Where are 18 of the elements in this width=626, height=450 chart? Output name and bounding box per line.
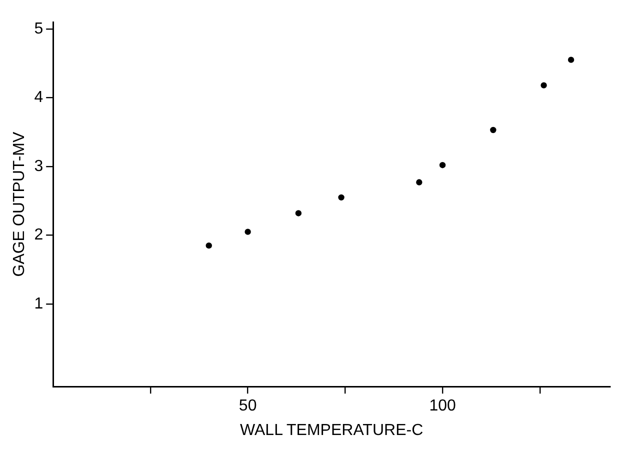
point bbox=[244, 228, 251, 235]
point bbox=[338, 194, 344, 201]
y-tick-label: 3 bbox=[34, 158, 44, 175]
y-tick-label: 4 bbox=[34, 89, 44, 106]
point bbox=[206, 242, 212, 249]
point bbox=[490, 126, 496, 134]
y-axis-title: GAGE OUTPUT-MV bbox=[11, 132, 28, 277]
y-tick-label: 5 bbox=[34, 20, 44, 38]
point bbox=[416, 179, 422, 186]
point bbox=[295, 210, 302, 216]
point bbox=[540, 82, 547, 88]
x-tick-label: 50 bbox=[238, 398, 257, 415]
x-axis-title: WALL TEMPERATURE-C bbox=[240, 422, 424, 439]
x-tick-label: 100 bbox=[429, 398, 456, 415]
point bbox=[568, 56, 574, 63]
point bbox=[439, 162, 446, 168]
y-tick-label: 1 bbox=[34, 295, 44, 312]
y-tick-label: 2 bbox=[34, 226, 44, 244]
